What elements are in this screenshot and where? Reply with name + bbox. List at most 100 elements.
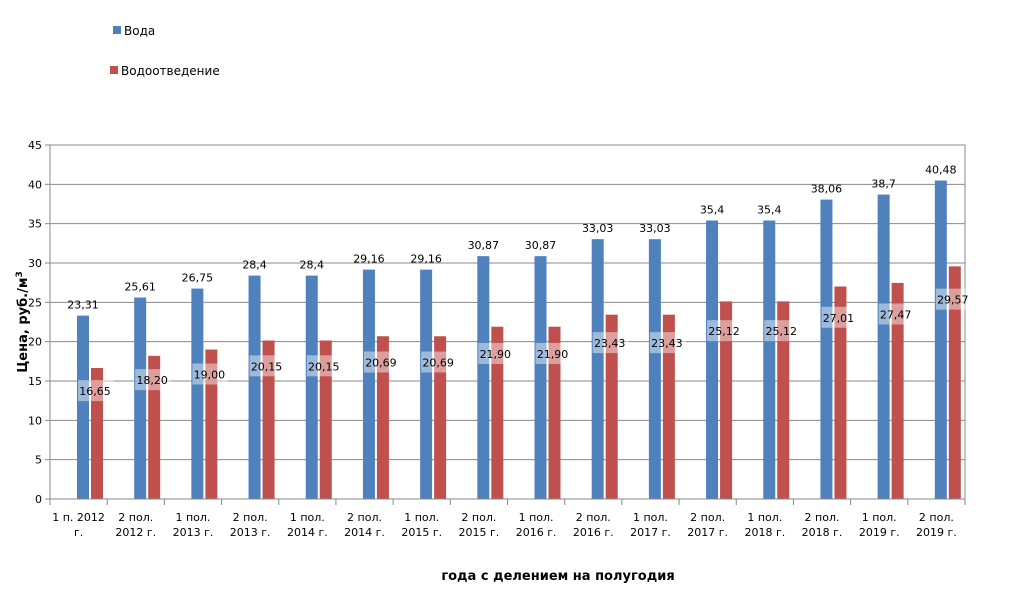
x-tick-label-line: 2 пол. [576,511,611,524]
data-label-vodootvedenie: 29,57 [937,294,969,307]
bar-voda [77,315,89,499]
data-label-vodootvedenie: 20,15 [308,360,340,373]
data-label-voda: 29,16 [353,253,385,266]
data-label-voda: 23,31 [67,299,99,312]
y-axis-title-superscript: 3 [15,271,25,277]
x-tick-label-line: 1 пол. [633,511,668,524]
data-label-voda: 26,75 [182,272,214,285]
data-label-bg-vodootvedenie [878,303,915,325]
x-tick-label: 1 пол. 2016 г. [516,511,557,539]
x-axis: 1 п. 2012 г. 2 пол. 2012 г. 1 пол. 2013 г. 2 п… [49,498,966,539]
data-label-vodootvedenie: 21,90 [537,348,569,361]
x-tick-label-line: 2018 г. [744,526,785,539]
x-tick-label-line: 2 пол. [461,511,496,524]
bar-vodootvedenie [376,336,389,499]
x-tick-label-line: г. [74,526,83,539]
data-label-vodootvedenie: 20,69 [422,357,454,370]
x-tick-label-line: 2014 г. [344,526,385,539]
data-label-voda: 25,61 [124,281,156,294]
data-label-vodootvedenie: 25,12 [766,325,798,338]
bar-vodootvedenie [91,368,103,499]
bar-vodootvedenie [777,301,790,499]
x-tick-label-line: 2 пол. [233,511,268,524]
y-axis-title: Цена, руб./м3 [15,271,31,373]
data-label-voda: 28,4 [300,259,325,272]
x-tick-label-line: 2 пол. [118,511,153,524]
data-label-bg-vodootvedenie [478,342,515,364]
x-tick-label-line: 1 пол. [519,511,554,524]
x-tick-label-line: 1 пол. [175,511,210,524]
x-tick-label-line: 2013 г. [230,526,271,539]
data-label-bg-vodootvedenie [78,380,114,402]
x-tick-label-line: 2015 г. [401,526,442,539]
x-tick-label-line: 2 пол. [347,511,382,524]
x-tick-label-line: 1 пол. [404,511,439,524]
data-label-vodootvedenie: 21,90 [480,348,512,361]
bar-voda [648,239,661,499]
data-label-voda: 33,03 [582,222,614,235]
x-tick-label-line: 2019 г. [859,526,900,539]
data-label-vodootvedenie: 20,15 [251,360,283,373]
bar-voda [420,269,433,499]
y-tick-label: 5 [35,454,42,467]
x-tick-label-line: 2012 г. [115,526,156,539]
bar-voda [877,194,890,499]
bar-voda [706,220,719,499]
x-tick-label-line: 1 пол. [862,511,897,524]
x-tick-label-line: 2 пол. [919,511,954,524]
bar-vodootvedenie [205,349,218,499]
data-label-vodootvedenie: 18,20 [136,374,168,387]
data-label-bg-vodootvedenie [363,351,400,373]
data-label-bg-vodootvedenie [192,363,229,385]
data-label-bg-vodootvedenie [592,332,629,354]
bar-voda [191,288,204,499]
y-tick-label: 15 [28,375,42,388]
data-label-vodootvedenie: 27,47 [880,309,912,322]
bar-vodootvedenie [948,266,961,499]
x-tick-label: 2 пол. 2019 г. [916,511,957,539]
bars: 23,31 16,65 25,61 18,20 26,75 19,00 28,4 20,15 2… [67,164,972,500]
data-label-vodootvedenie: 19,00 [194,368,226,381]
data-label-bg-vodootvedenie [421,351,458,373]
x-tick-label: 1 пол. 2013 г. [173,511,214,539]
x-tick-label: 2 пол. 2017 г. [687,511,728,539]
bar-vodootvedenie [491,326,504,499]
y-tick-label: 40 [28,178,42,191]
data-label-vodootvedenie: 25,12 [708,325,740,338]
x-tick-label-line: 2016 г. [516,526,557,539]
data-label-vodootvedenie: 23,43 [651,337,683,350]
x-tick-label: 1 пол. 2019 г. [859,511,900,539]
y-axis: 0 5 10 15 20 25 30 35 40 45 [28,139,51,506]
data-label-vodootvedenie: 27,01 [823,312,855,325]
data-label-bg-vodootvedenie [649,332,686,354]
data-label-vodootvedenie: 23,43 [594,337,626,350]
x-tick-label-line: 2017 г. [630,526,671,539]
data-label-voda: 30,87 [525,239,557,252]
x-tick-label-line: 2 пол. [690,511,725,524]
bar-vodootvedenie [548,326,561,499]
bar-vodootvedenie [148,355,161,499]
bar-vodootvedenie [434,336,447,499]
y-tick-label: 35 [28,218,42,231]
x-tick-label: 1 пол. 2014 г. [287,511,328,539]
x-tick-label-line: 1 п. 2012 [52,511,105,524]
data-label-bg-vodootvedenie [249,355,286,377]
data-label-voda: 35,4 [757,204,782,217]
x-tick-label: 1 пол. 2015 г. [401,511,442,539]
legend-label-vodootvedenie: Водоотведение [121,64,220,78]
x-tick-label: 2 пол. 2012 г. [115,511,156,539]
data-label-bg-vodootvedenie [821,306,858,328]
x-tick-label-line: 1 пол. [747,511,782,524]
data-label-vodootvedenie: 20,69 [365,357,397,370]
data-label-voda: 38,7 [871,178,896,191]
bar-voda [248,275,261,499]
y-tick-label: 10 [28,414,42,427]
x-tick-label: 1 п. 2012 г. [52,511,105,539]
data-label-vodootvedenie: 16,65 [79,385,111,398]
x-tick-label: 1 пол. 2018 г. [744,511,785,539]
legend-swatch-vodootvedenie [110,66,118,74]
x-tick-label-line: 2013 г. [173,526,214,539]
bar-voda [763,220,776,499]
bar-voda [362,269,375,499]
data-label-voda: 35,4 [700,204,725,217]
